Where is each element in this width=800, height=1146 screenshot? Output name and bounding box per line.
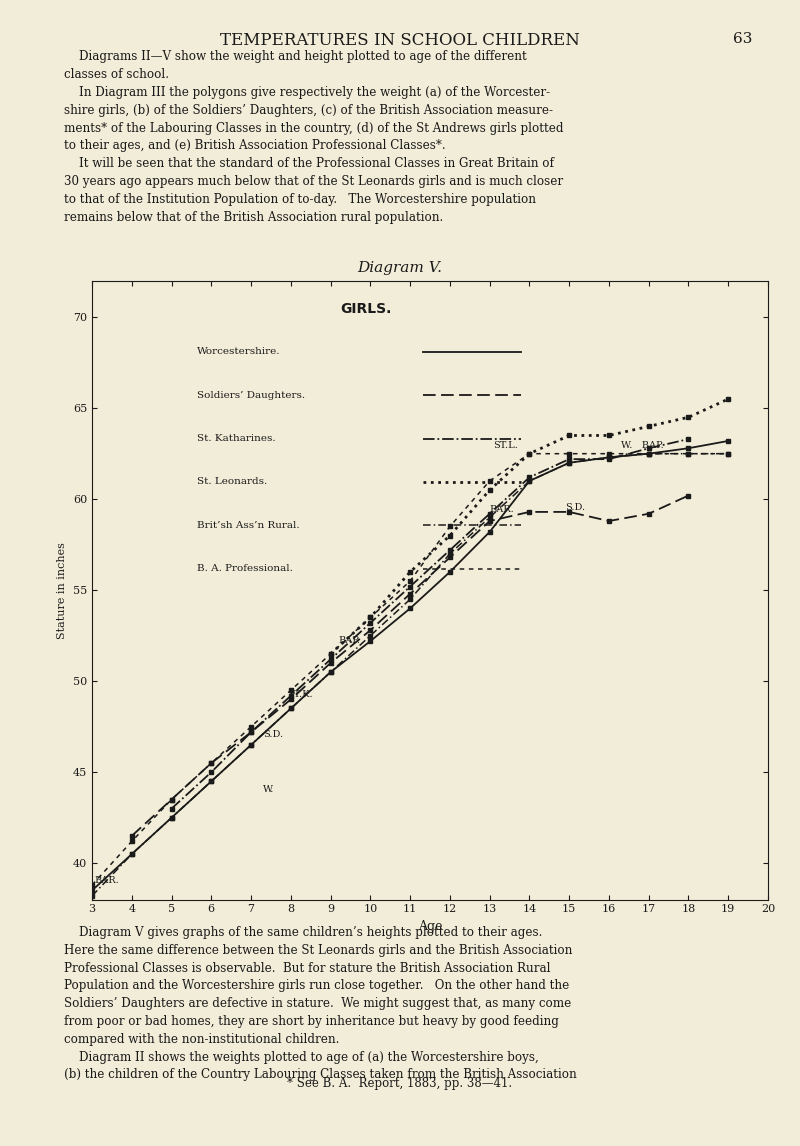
- Text: * See B. A.  Report, 1883, pp. 38—41.: * See B. A. Report, 1883, pp. 38—41.: [287, 1077, 513, 1090]
- Text: GIRLS.: GIRLS.: [340, 303, 391, 316]
- Text: Soldiers’ Daughters.: Soldiers’ Daughters.: [197, 391, 305, 400]
- Text: Brit’sh Ass’n Rural.: Brit’sh Ass’n Rural.: [197, 520, 299, 529]
- Text: ST.K.: ST.K.: [287, 690, 313, 699]
- Text: W.: W.: [263, 785, 274, 794]
- Text: Diagram V gives graphs of the same children’s heights plotted to their ages.
Her: Diagram V gives graphs of the same child…: [64, 926, 577, 1082]
- Text: ST.L.: ST.L.: [494, 441, 518, 450]
- Text: St. Katharines.: St. Katharines.: [197, 434, 275, 444]
- Text: W.   BAP.: W. BAP.: [621, 441, 664, 450]
- Text: St. Leonards.: St. Leonards.: [197, 478, 267, 486]
- Text: Diagram V.: Diagram V.: [358, 261, 442, 275]
- Text: BAR.: BAR.: [94, 876, 118, 885]
- Text: BAR.: BAR.: [490, 504, 514, 513]
- Text: TEMPERATURES IN SCHOOL CHILDREN: TEMPERATURES IN SCHOOL CHILDREN: [220, 32, 580, 49]
- Text: S.D.: S.D.: [263, 730, 283, 739]
- Text: S.D.: S.D.: [565, 503, 586, 512]
- Text: Worcestershire.: Worcestershire.: [197, 347, 280, 356]
- Text: 63: 63: [733, 32, 752, 46]
- Text: B. A. Professional.: B. A. Professional.: [197, 564, 293, 573]
- Text: BAP.: BAP.: [338, 636, 361, 645]
- X-axis label: Age: Age: [418, 920, 442, 933]
- Text: Diagrams II—V show the weight and height plotted to age of the different
classes: Diagrams II—V show the weight and height…: [64, 50, 563, 223]
- Y-axis label: Stature in inches: Stature in inches: [58, 542, 67, 638]
